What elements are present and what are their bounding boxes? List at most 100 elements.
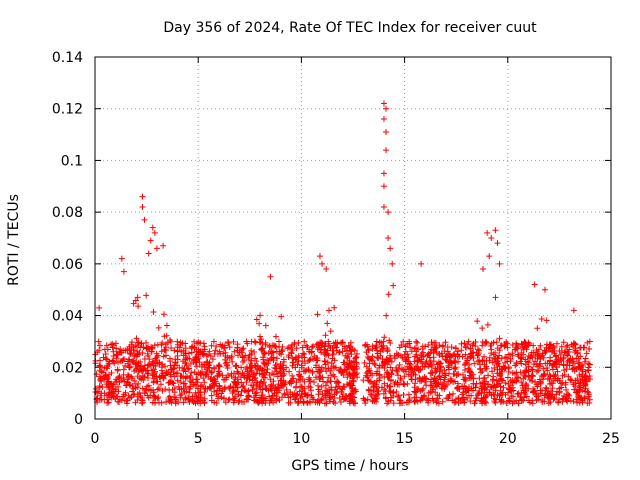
data-point	[445, 364, 452, 371]
data-point	[137, 392, 144, 399]
data-point	[361, 359, 368, 366]
data-point	[450, 357, 457, 364]
data-point	[383, 369, 390, 376]
data-point	[234, 384, 241, 391]
data-point	[537, 387, 544, 394]
data-point	[257, 333, 264, 340]
data-point	[323, 266, 330, 273]
data-point	[579, 387, 586, 394]
data-point	[267, 273, 274, 280]
data-point	[453, 372, 460, 379]
data-point	[246, 376, 253, 383]
data-point	[391, 353, 398, 360]
data-point	[514, 345, 521, 352]
data-point	[558, 357, 565, 364]
data-point	[451, 365, 458, 372]
data-point	[470, 340, 477, 347]
data-point	[172, 396, 179, 403]
data-point	[427, 359, 434, 366]
data-point	[373, 338, 380, 345]
data-point	[338, 389, 345, 396]
data-point	[225, 396, 232, 403]
data-point	[281, 390, 288, 397]
data-point	[214, 373, 221, 380]
data-point	[225, 340, 232, 347]
data-point	[553, 388, 560, 395]
data-point	[230, 399, 237, 406]
data-point	[523, 367, 530, 374]
data-point	[558, 384, 565, 391]
data-point	[480, 266, 487, 273]
data-point	[174, 377, 181, 384]
data-point	[563, 393, 570, 400]
data-point	[200, 397, 207, 404]
data-point	[201, 379, 208, 386]
data-point	[581, 380, 588, 387]
data-point	[383, 105, 390, 112]
data-point	[273, 397, 280, 404]
data-point	[160, 353, 167, 360]
data-point	[546, 375, 553, 382]
data-point	[259, 367, 266, 374]
data-point	[524, 358, 531, 365]
data-point	[332, 384, 339, 391]
data-point	[226, 384, 233, 391]
data-point	[471, 400, 478, 407]
data-point	[242, 387, 249, 394]
data-point	[321, 343, 328, 350]
data-point	[428, 339, 435, 346]
data-point	[190, 381, 197, 388]
data-point	[328, 360, 335, 367]
data-point	[159, 387, 166, 394]
data-point	[552, 372, 559, 379]
data-point	[411, 358, 418, 365]
data-point	[559, 379, 566, 386]
data-point	[135, 303, 142, 310]
data-point	[238, 349, 245, 356]
data-point	[554, 377, 561, 384]
data-point	[416, 375, 423, 382]
data-point	[269, 392, 276, 399]
data-point	[146, 356, 153, 363]
data-point	[118, 349, 125, 356]
data-point	[209, 356, 216, 363]
data-point	[306, 357, 313, 364]
data-point	[243, 396, 250, 403]
data-point	[476, 361, 483, 368]
data-point	[436, 352, 443, 359]
data-point	[107, 341, 114, 348]
data-point	[490, 373, 497, 380]
data-point	[96, 304, 103, 311]
data-point	[273, 355, 280, 362]
data-point	[467, 345, 474, 352]
data-point	[308, 349, 315, 356]
data-point	[498, 342, 505, 349]
data-point	[160, 311, 167, 318]
data-point	[571, 340, 578, 347]
data-point	[259, 340, 266, 347]
data-point	[240, 383, 247, 390]
data-point	[233, 363, 240, 370]
data-point	[108, 369, 115, 376]
data-point	[479, 357, 486, 364]
data-point	[477, 369, 484, 376]
data-point	[235, 391, 242, 398]
data-point	[247, 360, 254, 367]
data-point	[570, 307, 577, 314]
data-point	[514, 390, 521, 397]
data-point	[324, 320, 331, 327]
y-tick-label: 0.14	[52, 50, 83, 66]
data-point	[136, 389, 143, 396]
data-point	[241, 357, 248, 364]
data-point	[221, 376, 228, 383]
data-point	[147, 237, 154, 244]
data-point	[267, 397, 274, 404]
data-point	[163, 332, 170, 339]
data-point	[556, 389, 563, 396]
data-point	[444, 344, 451, 351]
data-point	[288, 378, 295, 385]
data-point	[263, 369, 270, 376]
data-point	[281, 381, 288, 388]
data-point	[305, 391, 312, 398]
data-point	[293, 391, 300, 398]
